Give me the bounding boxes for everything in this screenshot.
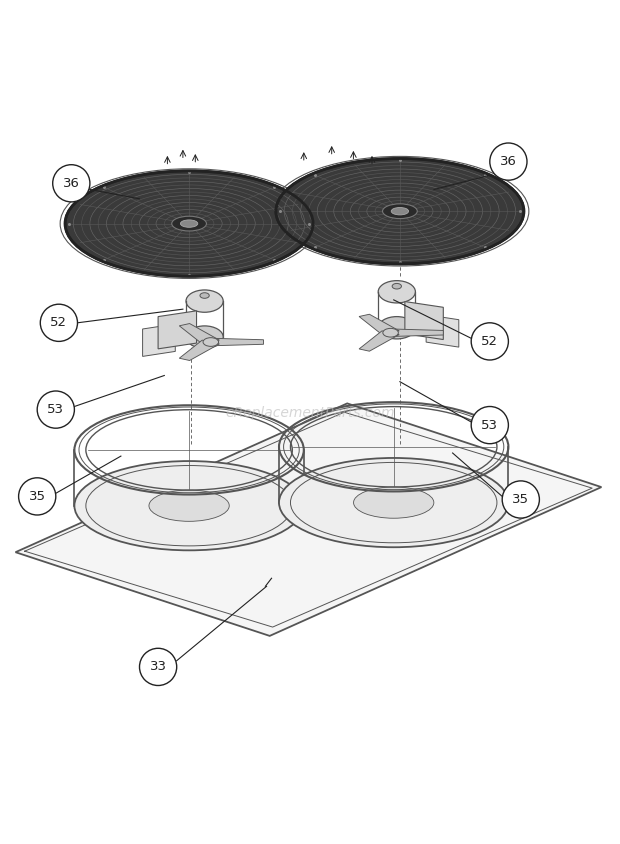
Circle shape (490, 143, 527, 181)
Circle shape (502, 481, 539, 518)
Text: 53: 53 (47, 403, 64, 416)
Ellipse shape (378, 281, 415, 303)
Ellipse shape (392, 284, 402, 289)
Ellipse shape (200, 293, 210, 298)
Text: 33: 33 (149, 660, 167, 674)
Circle shape (53, 165, 90, 202)
Text: 35: 35 (29, 490, 46, 503)
Circle shape (471, 407, 508, 444)
Text: 52: 52 (50, 316, 68, 329)
Circle shape (40, 304, 78, 342)
Ellipse shape (180, 220, 198, 227)
Circle shape (471, 322, 508, 360)
Ellipse shape (203, 338, 219, 346)
Ellipse shape (276, 159, 524, 264)
Ellipse shape (186, 290, 223, 312)
Circle shape (19, 478, 56, 515)
Text: 36: 36 (63, 176, 80, 190)
Ellipse shape (186, 326, 223, 349)
Text: 36: 36 (500, 155, 517, 168)
Ellipse shape (149, 490, 229, 522)
Ellipse shape (391, 208, 409, 215)
Ellipse shape (383, 328, 399, 337)
Circle shape (140, 648, 177, 685)
Ellipse shape (65, 170, 313, 276)
Polygon shape (359, 314, 399, 334)
Polygon shape (211, 338, 264, 346)
Text: 53: 53 (481, 419, 498, 431)
Polygon shape (179, 323, 219, 344)
Text: eReplacementParts.com: eReplacementParts.com (225, 406, 395, 419)
Ellipse shape (172, 216, 206, 231)
Circle shape (37, 391, 74, 428)
Polygon shape (143, 324, 175, 356)
Polygon shape (158, 311, 197, 349)
Polygon shape (16, 403, 601, 636)
Text: 35: 35 (512, 493, 529, 506)
Text: 52: 52 (481, 335, 498, 348)
Ellipse shape (353, 487, 434, 518)
Ellipse shape (383, 203, 417, 219)
Polygon shape (405, 301, 443, 339)
Polygon shape (179, 340, 219, 360)
Polygon shape (359, 331, 399, 351)
Ellipse shape (279, 458, 508, 547)
Polygon shape (426, 315, 459, 347)
Ellipse shape (378, 316, 415, 339)
Ellipse shape (74, 461, 304, 550)
Polygon shape (391, 329, 443, 337)
